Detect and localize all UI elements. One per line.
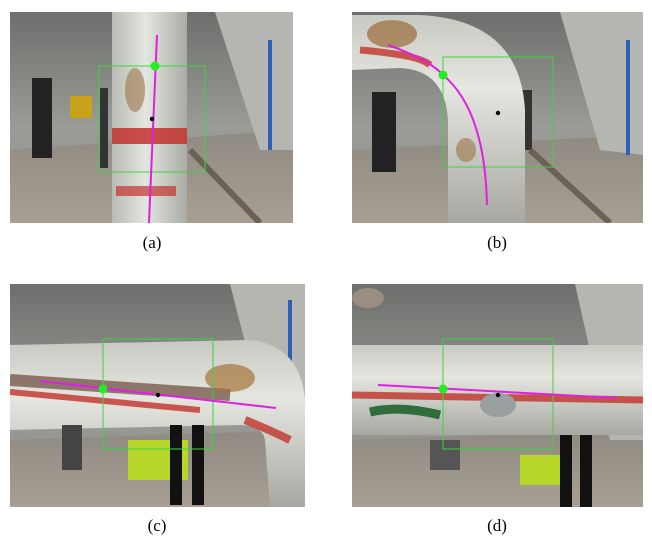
caption: (d) [487,516,507,535]
caption: (c) [148,516,167,535]
photo [10,284,305,507]
photo [352,284,643,507]
photo [10,12,293,223]
photo [352,12,643,223]
caption: (b) [487,233,507,252]
caption: (a) [143,233,162,252]
